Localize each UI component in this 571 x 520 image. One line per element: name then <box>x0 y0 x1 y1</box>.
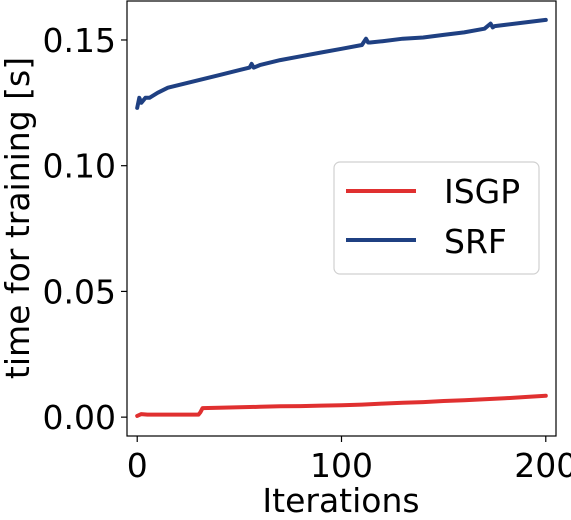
y-tick-label: 0.10 <box>43 147 116 186</box>
x-tick-label: 0 <box>127 446 148 485</box>
legend: ISGP SRF <box>333 161 540 275</box>
x-axis-label: Iterations <box>262 481 419 520</box>
series-line-isgp <box>135 393 548 418</box>
legend-label-srf: SRF <box>444 222 507 261</box>
axis-ticks: 0 100 200 0.00 0.05 0.10 0.15 <box>43 21 571 485</box>
y-tick-label: 0.15 <box>43 21 116 60</box>
series-lines <box>135 17 548 418</box>
legend-label-isgp: ISGP <box>444 172 520 211</box>
x-tick-label: 100 <box>310 446 373 485</box>
x-tick-label: 200 <box>514 446 571 485</box>
y-tick-label: 0.05 <box>43 272 116 311</box>
y-axis-label: time for training [s] <box>0 57 37 379</box>
y-tick-label: 0.00 <box>43 398 116 437</box>
series-line-srf <box>135 17 548 110</box>
